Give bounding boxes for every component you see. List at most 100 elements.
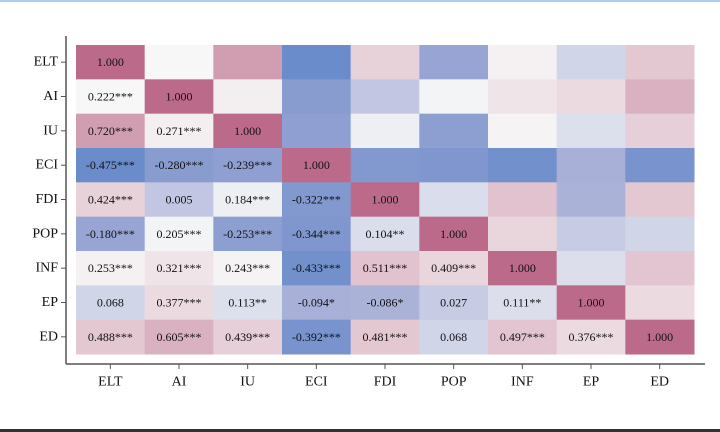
- cell-label-ED-INF: 0.497***: [500, 330, 545, 344]
- cell-label-IU-ELT: 0.720***: [88, 124, 133, 138]
- heatmap-cell-ED-POP: [419, 319, 489, 355]
- heatmap-cell-IU-ECI: [282, 113, 352, 149]
- heatmap-cell-INF-FDI: [350, 251, 420, 286]
- heatmap-cell-POP-POP: [419, 216, 489, 252]
- heatmap-cell-ED-EP: [556, 319, 626, 355]
- cell-label-INF-FDI: 0.511***: [363, 261, 408, 275]
- x-tick-label-ECI: ECI: [305, 375, 328, 390]
- heatmap-cell-IU-POP: [419, 113, 489, 149]
- y-tick-label-EP: EP: [42, 295, 59, 310]
- heatmap-cell-EP-INF: [488, 285, 558, 321]
- heatmap-cell-POP-AI: [144, 216, 214, 252]
- cell-label-POP-IU: -0.253***: [223, 227, 272, 241]
- cell-label-ECI-ELT: -0.475***: [86, 158, 135, 172]
- heatmap-cell-AI-INF: [488, 79, 558, 115]
- cell-label-FDI-FDI: 1.000: [372, 193, 399, 207]
- heatmap-cell-FDI-EP: [556, 182, 626, 218]
- cell-label-EP-ECI: -0.094*: [298, 296, 335, 310]
- heatmap-cell-FDI-POP: [419, 182, 489, 218]
- heatmap-cell-ELT-ELT: [76, 45, 146, 80]
- heatmap-cell-ELT-ECI: [282, 45, 352, 80]
- heatmap-cell-POP-FDI: [350, 216, 420, 252]
- heatmap-cell-INF-ELT: [76, 251, 146, 286]
- cell-label-ED-EP: 0.376***: [569, 330, 614, 344]
- heatmap-cell-INF-AI: [144, 251, 214, 286]
- heatmap-cell-ED-INF: [488, 319, 558, 355]
- heatmap-cell-ECI-IU: [213, 148, 283, 183]
- heatmap-cell-AI-ED: [625, 79, 695, 115]
- heatmap-cell-ECI-AI: [144, 148, 214, 183]
- heatmap-cell-INF-EP: [556, 251, 626, 286]
- heatmap-cell-IU-IU: [213, 113, 283, 149]
- heatmap-cell-ECI-FDI: [350, 148, 420, 183]
- heatmap-cell-AI-ECI: [282, 79, 352, 115]
- heatmap-cell-ECI-ELT: [76, 148, 146, 183]
- cell-label-INF-POP: 0.409***: [431, 261, 476, 275]
- heatmap-cell-AI-POP: [419, 79, 489, 115]
- cell-label-EP-INF: 0.111**: [503, 296, 541, 310]
- y-tick-label-AI: AI: [43, 89, 58, 104]
- cell-label-POP-POP: 1.000: [440, 227, 467, 241]
- heatmap-cell-ECI-INF: [488, 148, 558, 183]
- cell-label-FDI-AI: 0.005: [166, 193, 193, 207]
- heatmap-cell-FDI-ECI: [282, 182, 352, 218]
- heatmap-cell-FDI-FDI: [350, 182, 420, 218]
- bottom-border: [0, 429, 720, 432]
- y-tick-label-ED: ED: [39, 329, 58, 344]
- cell-label-INF-ECI: -0.433***: [292, 261, 341, 275]
- heatmap-cell-EP-FDI: [350, 285, 420, 321]
- heatmap-cell-EP-AI: [144, 285, 214, 321]
- heatmap-cell-ECI-ED: [625, 148, 695, 183]
- heatmap-cell-FDI-ED: [625, 182, 695, 218]
- cell-label-EP-POP: 0.027: [440, 296, 467, 310]
- heatmap-cell-ED-ECI: [282, 319, 352, 355]
- cell-label-FDI-ELT: 0.424***: [88, 193, 133, 207]
- heatmap-cell-EP-ECI: [282, 285, 352, 321]
- cell-label-ED-ECI: -0.392***: [292, 330, 341, 344]
- cell-label-FDI-IU: 0.184***: [225, 193, 270, 207]
- cell-label-EP-ELT: 0.068: [97, 296, 124, 310]
- cell-label-POP-FDI: 0.104**: [366, 227, 405, 241]
- cell-label-IU-AI: 0.271***: [157, 124, 202, 138]
- heatmap-cell-ED-ELT: [76, 319, 146, 355]
- heatmap-cell-AI-ELT: [76, 79, 146, 115]
- heatmap-cell-POP-ELT: [76, 216, 146, 252]
- heatmap-cell-POP-EP: [556, 216, 626, 252]
- heatmap-cell-ECI-ECI: [282, 148, 352, 183]
- x-tick-label-EP: EP: [583, 375, 600, 390]
- cell-label-ECI-IU: -0.239***: [223, 158, 272, 172]
- top-border: [0, 0, 720, 2]
- heatmap-cell-INF-POP: [419, 251, 489, 286]
- heatmap-cell-AI-AI: [144, 79, 214, 115]
- heatmap-cell-ECI-EP: [556, 148, 626, 183]
- cell-label-EP-EP: 1.000: [578, 296, 605, 310]
- x-tick-label-INF: INF: [511, 375, 534, 390]
- heatmap-cell-AI-EP: [556, 79, 626, 115]
- heatmap-cell-INF-IU: [213, 251, 283, 286]
- cell-label-ED-FDI: 0.481***: [363, 330, 408, 344]
- y-tick-label-IU: IU: [43, 123, 58, 138]
- heatmap-cell-ECI-POP: [419, 148, 489, 183]
- heatmap-cell-ED-AI: [144, 319, 214, 355]
- heatmap-cell-IU-INF: [488, 113, 558, 149]
- x-tick-label-ELT: ELT: [98, 375, 123, 390]
- heatmap-cell-INF-ECI: [282, 251, 352, 286]
- heatmap-cell-IU-AI: [144, 113, 214, 149]
- x-tick-label-POP: POP: [441, 375, 467, 390]
- y-tick-label-FDI: FDI: [35, 192, 58, 207]
- x-tick-label-FDI: FDI: [374, 375, 397, 390]
- cell-label-AI-AI: 1.000: [166, 90, 193, 104]
- cell-label-POP-ELT: -0.180***: [86, 227, 135, 241]
- heatmap-cell-ED-FDI: [350, 319, 420, 355]
- cell-label-INF-ELT: 0.253***: [88, 261, 133, 275]
- cell-label-ECI-ECI: 1.000: [303, 158, 330, 172]
- cell-label-AI-ELT: 0.222***: [88, 90, 133, 104]
- cell-label-EP-IU: 0.113**: [228, 296, 267, 310]
- x-tick-label-AI: AI: [172, 375, 187, 390]
- heatmap-cell-ELT-ED: [625, 45, 695, 80]
- heatmap-cell-ELT-EP: [556, 45, 626, 80]
- cell-label-POP-ECI: -0.344***: [292, 227, 341, 241]
- heatmap-cell-EP-IU: [213, 285, 283, 321]
- y-tick-label-ECI: ECI: [35, 158, 58, 173]
- x-tick-label-ED: ED: [650, 375, 669, 390]
